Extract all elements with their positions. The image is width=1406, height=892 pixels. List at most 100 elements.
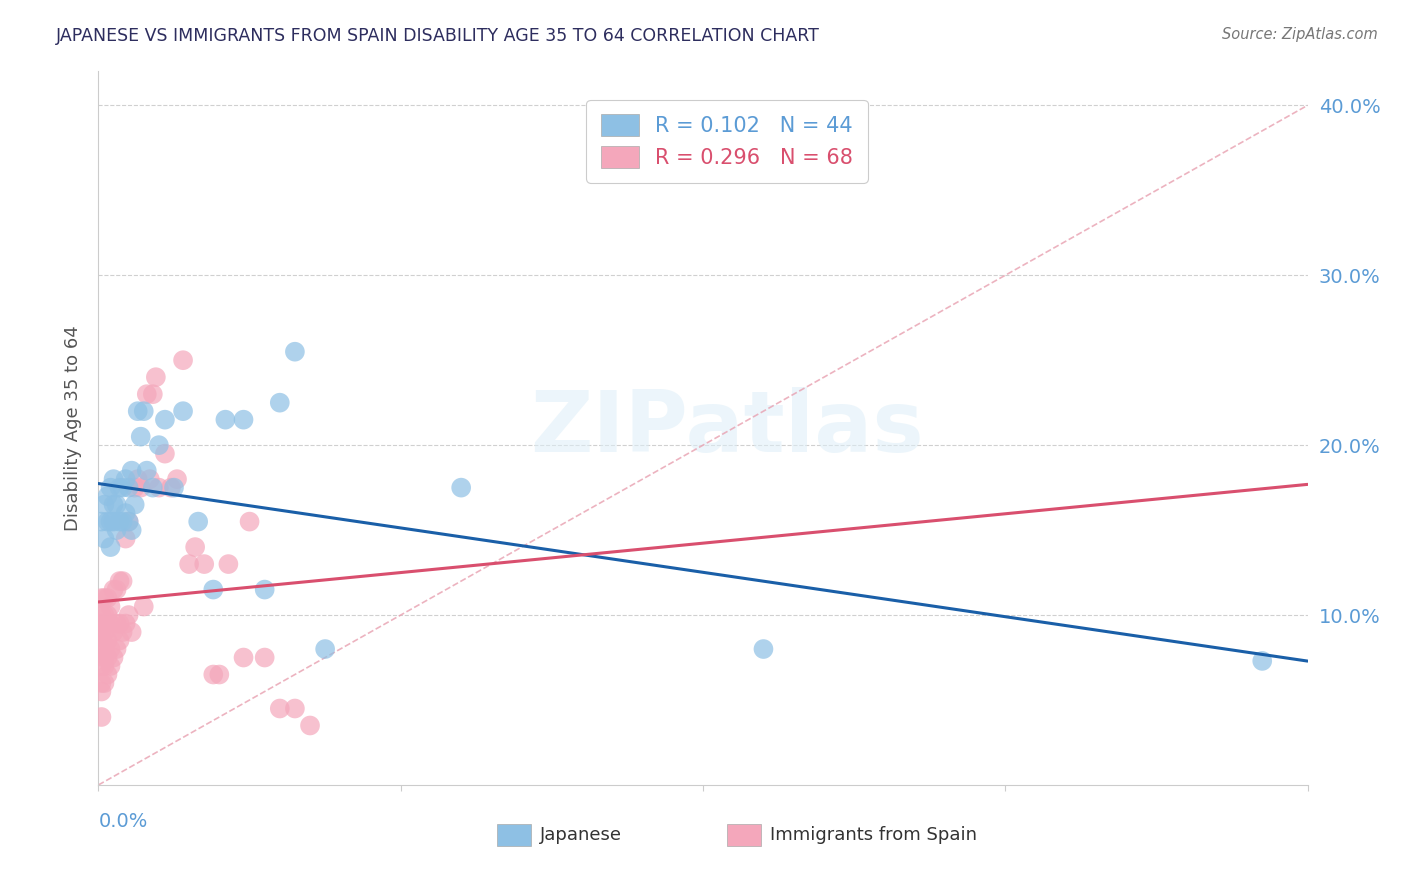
Point	[135, 464, 157, 478]
Point	[90, 515, 112, 529]
Point	[90, 710, 112, 724]
Text: JAPANESE VS IMMIGRANTS FROM SPAIN DISABILITY AGE 35 TO 64 CORRELATION CHART: JAPANESE VS IMMIGRANTS FROM SPAIN DISABI…	[56, 27, 820, 45]
Point	[108, 574, 131, 588]
Point	[90, 591, 112, 605]
Text: Immigrants from Spain: Immigrants from Spain	[769, 826, 977, 844]
Bar	[727, 824, 761, 846]
Point	[111, 625, 134, 640]
Point	[103, 582, 125, 597]
Point	[114, 616, 136, 631]
Point	[114, 506, 136, 520]
Text: Japanese: Japanese	[540, 826, 621, 844]
Point	[105, 498, 128, 512]
Point	[100, 599, 122, 614]
Point	[132, 404, 155, 418]
Point	[100, 481, 122, 495]
Point	[100, 659, 122, 673]
Point	[172, 404, 194, 418]
Point	[124, 481, 146, 495]
Point	[153, 447, 176, 461]
Point	[100, 515, 122, 529]
Point	[269, 395, 291, 409]
Point	[96, 515, 118, 529]
Point	[108, 481, 131, 495]
Point	[103, 472, 125, 486]
Point	[232, 412, 254, 426]
Point	[172, 353, 194, 368]
Point	[118, 515, 141, 529]
Point	[184, 540, 207, 554]
Point	[132, 599, 155, 614]
Point	[239, 515, 262, 529]
Point	[118, 608, 141, 623]
Point	[90, 659, 112, 673]
Point	[108, 616, 131, 631]
Y-axis label: Disability Age 35 to 64: Disability Age 35 to 64	[63, 326, 82, 531]
Point	[145, 370, 167, 384]
Point	[118, 481, 141, 495]
Point	[269, 701, 291, 715]
Point	[90, 608, 112, 623]
Point	[135, 387, 157, 401]
Point	[124, 498, 146, 512]
Point	[105, 642, 128, 657]
Text: 0.0%: 0.0%	[98, 812, 148, 831]
Point	[103, 625, 125, 640]
Point	[179, 557, 201, 571]
Point	[111, 574, 134, 588]
Point	[93, 650, 115, 665]
Point	[314, 642, 336, 657]
Point	[90, 642, 112, 657]
Point	[202, 667, 225, 681]
Point	[103, 498, 125, 512]
Point	[103, 650, 125, 665]
Point	[93, 532, 115, 546]
Point	[253, 650, 276, 665]
Point	[96, 608, 118, 623]
Point	[96, 650, 118, 665]
Point	[284, 701, 307, 715]
Point	[121, 625, 143, 640]
Text: Source: ZipAtlas.com: Source: ZipAtlas.com	[1222, 27, 1378, 42]
Point	[93, 659, 115, 673]
Point	[90, 625, 112, 640]
Point	[160, 481, 183, 495]
Point	[142, 481, 165, 495]
Point	[129, 430, 152, 444]
Point	[202, 582, 225, 597]
Point	[93, 591, 115, 605]
Point	[96, 667, 118, 681]
Point	[253, 582, 276, 597]
Point	[163, 481, 186, 495]
Bar	[498, 824, 531, 846]
Point	[450, 481, 472, 495]
Point	[148, 481, 170, 495]
Point	[90, 633, 112, 648]
Point	[232, 650, 254, 665]
Point	[208, 667, 231, 681]
Point	[100, 616, 122, 631]
Point	[100, 642, 122, 657]
Point	[127, 404, 149, 418]
Point	[93, 642, 115, 657]
Point	[93, 625, 115, 640]
Point	[121, 464, 143, 478]
Point	[93, 498, 115, 512]
Point	[105, 523, 128, 537]
Point	[118, 515, 141, 529]
Point	[153, 412, 176, 426]
Point	[1251, 654, 1274, 668]
Point	[90, 676, 112, 690]
Point	[129, 481, 152, 495]
Point	[96, 591, 118, 605]
Point	[299, 718, 322, 732]
Point	[93, 616, 115, 631]
Point	[100, 540, 122, 554]
Point	[121, 523, 143, 537]
Point	[96, 633, 118, 648]
Point	[111, 481, 134, 495]
Point	[108, 515, 131, 529]
Point	[93, 676, 115, 690]
Legend: R = 0.102   N = 44, R = 0.296   N = 68: R = 0.102 N = 44, R = 0.296 N = 68	[586, 100, 868, 183]
Point	[148, 438, 170, 452]
